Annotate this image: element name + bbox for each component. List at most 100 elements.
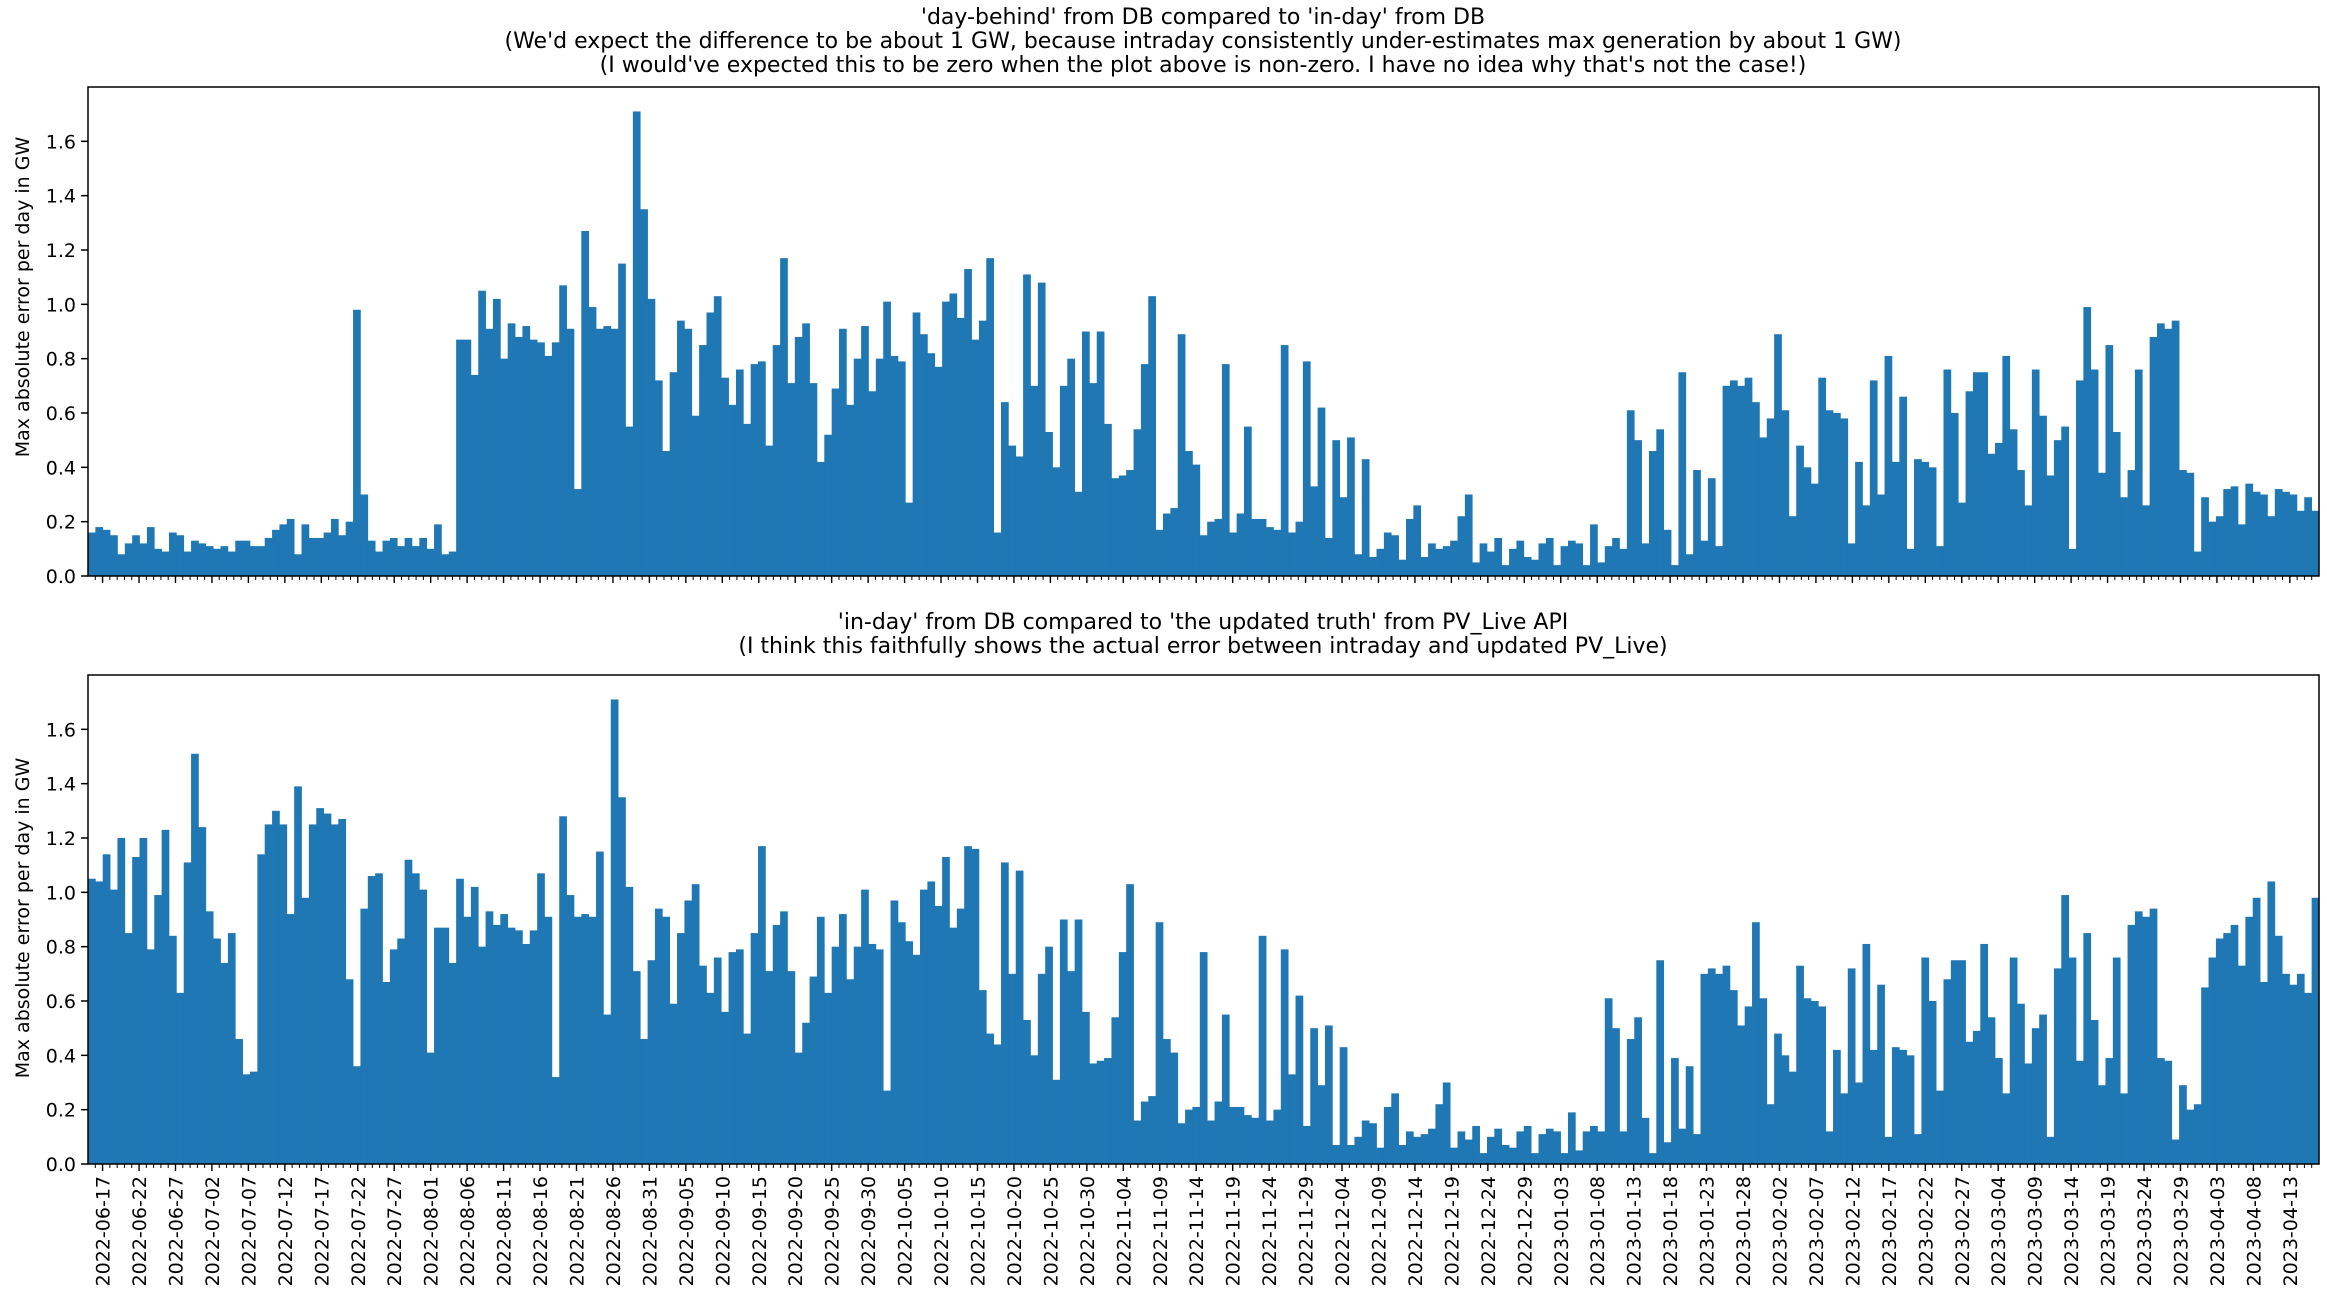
top-chart-bar bbox=[1332, 440, 1341, 576]
top-chart-bar bbox=[544, 355, 553, 576]
bottom-chart-bar bbox=[809, 976, 818, 1164]
bottom-chart-bar bbox=[176, 992, 185, 1164]
bottom-chart-bar bbox=[1391, 1093, 1399, 1164]
top-chart-bar bbox=[861, 326, 869, 576]
top-chart-bar bbox=[588, 307, 597, 576]
bottom-chart-bar bbox=[1361, 1120, 1370, 1164]
bottom-chart-bar bbox=[1987, 1017, 1996, 1164]
top-chart-bar bbox=[1567, 540, 1576, 576]
bottom-chart-bar bbox=[2289, 984, 2298, 1164]
bottom-chart-bar bbox=[537, 873, 545, 1164]
top-chart-bar bbox=[1833, 413, 1841, 576]
top-chart-bar bbox=[934, 366, 943, 576]
top-chart-bar bbox=[883, 301, 891, 576]
bottom-chart-bar bbox=[831, 946, 840, 1164]
top-chart-bar bbox=[787, 383, 796, 576]
bottom-chart-bar bbox=[544, 916, 553, 1164]
top-chart-bar bbox=[1531, 559, 1539, 576]
bottom-chart-bar bbox=[353, 1066, 361, 1164]
bottom-chart-x-tick-label: 2023-01-18 bbox=[1660, 1176, 1682, 1286]
bottom-chart-bar bbox=[883, 1090, 891, 1164]
top-chart-bar bbox=[1612, 537, 1620, 576]
top-chart-bar bbox=[927, 353, 936, 576]
bottom-chart-bar bbox=[2223, 933, 2231, 1164]
top-chart-bar bbox=[1958, 502, 1966, 576]
bottom-chart-bar bbox=[1324, 1025, 1333, 1164]
top-chart-bar bbox=[1840, 418, 1849, 576]
bottom-chart-bar bbox=[1840, 1093, 1849, 1164]
top-chart-bar bbox=[1995, 442, 2003, 576]
bottom-chart-bar bbox=[1332, 1144, 1341, 1164]
bottom-chart-bar bbox=[890, 900, 899, 1164]
bottom-chart-bar bbox=[625, 886, 634, 1164]
bottom-chart-bar bbox=[927, 881, 936, 1164]
bottom-chart-bar bbox=[1302, 1125, 1311, 1164]
bottom-chart-bar bbox=[1229, 1106, 1237, 1164]
bottom-chart-x-tick-label: 2022-12-14 bbox=[1405, 1176, 1427, 1286]
top-chart-bar bbox=[1052, 467, 1061, 576]
top-chart: 'day-behind' from DB compared to 'in-day… bbox=[12, 5, 2320, 588]
bottom-chart-bar bbox=[1958, 960, 1966, 1164]
bottom-chart-bar bbox=[2274, 935, 2283, 1164]
top-chart-bar bbox=[1376, 548, 1385, 576]
bottom-chart-bar bbox=[934, 905, 943, 1164]
bottom-chart-bar bbox=[1192, 1106, 1201, 1164]
top-chart-bar bbox=[1236, 513, 1245, 576]
bottom-chart-x-tick-label: 2022-09-30 bbox=[858, 1176, 880, 1286]
top-chart-bar bbox=[1634, 440, 1642, 576]
bottom-chart-bar bbox=[1089, 1063, 1098, 1164]
top-chart-bar bbox=[2282, 491, 2290, 576]
top-chart-bar bbox=[1803, 467, 1812, 576]
top-chart-bar bbox=[1273, 529, 1282, 576]
bottom-chart-bar bbox=[1722, 965, 1731, 1164]
top-chart-bar bbox=[1251, 518, 1260, 576]
bottom-chart-x-tick-label: 2022-11-19 bbox=[1223, 1176, 1245, 1286]
bottom-chart-y-tick-label: 0.0 bbox=[46, 1154, 76, 1176]
bottom-chart-bar bbox=[1914, 1134, 1922, 1164]
bottom-chart-bar bbox=[1457, 1131, 1466, 1164]
bottom-chart-bar bbox=[434, 927, 442, 1164]
top-chart-bar bbox=[323, 532, 332, 576]
bottom-chart-bar bbox=[581, 914, 590, 1164]
top-chart-bar bbox=[735, 369, 744, 576]
top-chart-bar bbox=[559, 285, 567, 576]
top-chart-bar bbox=[1715, 546, 1723, 576]
bottom-chart-x-tick-label: 2022-12-04 bbox=[1332, 1176, 1354, 1286]
top-chart-bar bbox=[257, 546, 266, 576]
top-chart-bar bbox=[1604, 546, 1613, 576]
top-chart-bar bbox=[1486, 551, 1495, 576]
top-chart-bar bbox=[1383, 532, 1392, 576]
top-chart-bar bbox=[235, 540, 243, 576]
top-chart-bar bbox=[1980, 372, 1989, 576]
top-chart-bar bbox=[942, 301, 950, 576]
top-chart-bar bbox=[956, 317, 965, 576]
top-chart-bar bbox=[500, 358, 509, 576]
top-chart-bar bbox=[397, 546, 405, 576]
bottom-chart-bar bbox=[1155, 922, 1164, 1164]
top-chart-bar bbox=[2267, 516, 2276, 576]
top-chart-bar bbox=[1347, 437, 1355, 576]
bottom-chart-x-tick-label: 2022-07-02 bbox=[202, 1176, 224, 1286]
top-chart-bar bbox=[618, 263, 626, 576]
top-chart-bar bbox=[868, 391, 877, 576]
top-chart-bar bbox=[802, 323, 810, 576]
top-chart-bar bbox=[986, 258, 994, 576]
bottom-chart-bar bbox=[1877, 984, 1885, 1164]
bottom-chart-bar bbox=[249, 1071, 258, 1164]
bottom-chart-bar bbox=[824, 992, 833, 1164]
top-chart-bar bbox=[831, 388, 840, 576]
top-chart-bar bbox=[669, 372, 678, 576]
bottom-chart-bar bbox=[1788, 1071, 1797, 1164]
bottom-chart-bar bbox=[706, 992, 715, 1164]
top-chart-bar bbox=[2002, 355, 2011, 576]
bottom-chart-bar bbox=[1030, 1055, 1039, 1164]
top-chart-bar bbox=[286, 518, 295, 576]
bottom-chart-x-tick-label: 2022-07-07 bbox=[238, 1176, 260, 1286]
top-chart-bar bbox=[2215, 516, 2224, 576]
bottom-chart-bar bbox=[2076, 1060, 2084, 1164]
bottom-chart-bar bbox=[699, 965, 707, 1164]
bottom-chart-bar bbox=[551, 1077, 560, 1164]
bottom-chart-bar bbox=[1501, 1144, 1510, 1164]
bottom-chart-bar bbox=[993, 1044, 1002, 1164]
bottom-chart-bar bbox=[1641, 1117, 1650, 1164]
